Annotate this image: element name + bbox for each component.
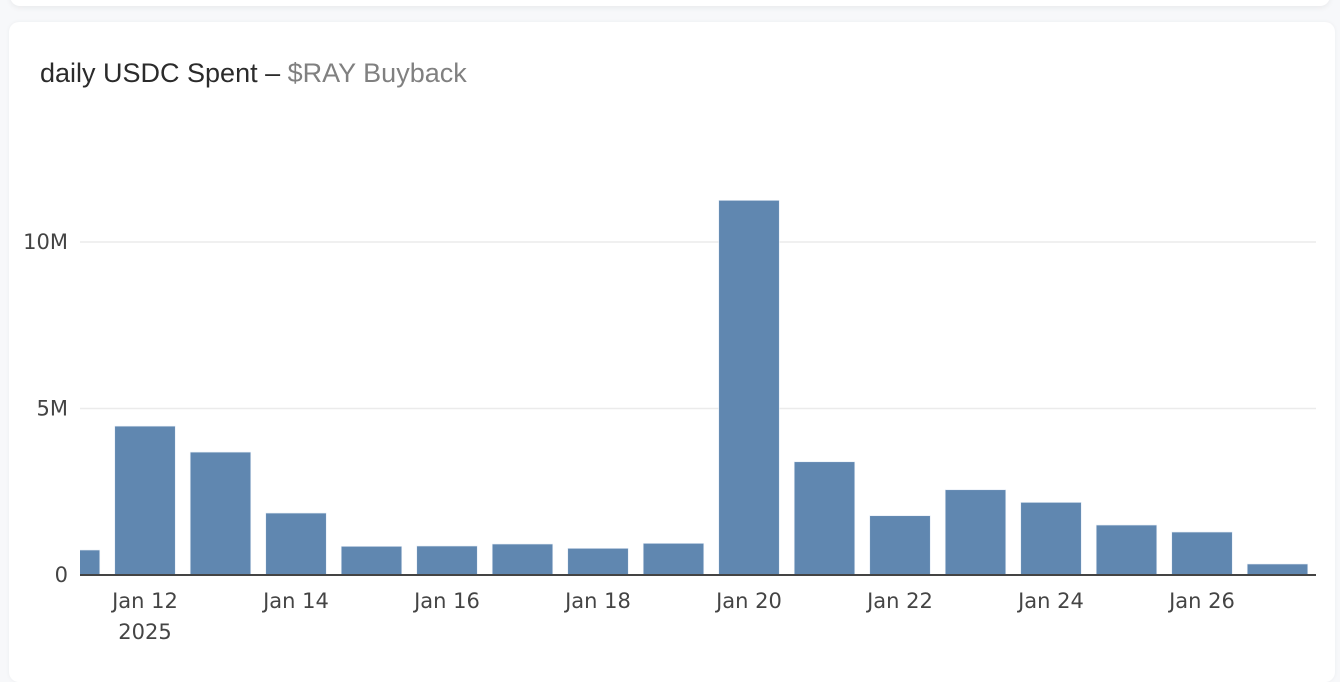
bar-jan-20[interactable] <box>718 200 780 576</box>
bar-jan-17[interactable] <box>491 543 554 576</box>
bar-chart: 0 5M 10M Jan 12 2025 Jan 14 Jan 16 Jan 18 Jan 2… <box>23 200 1316 644</box>
bar-jan-12[interactable] <box>114 425 176 576</box>
y-tick-label: 5M <box>37 397 68 421</box>
x-axis-ticks: Jan 12 2025 Jan 14 Jan 16 Jan 18 Jan 20 Jan 22… <box>110 589 1235 644</box>
previous-card-edge <box>10 0 1330 6</box>
x-tick-label: Jan 22 <box>865 589 933 613</box>
chart-title: daily USDC Spent – $RAY Buyback <box>40 58 467 89</box>
bar-jan-15[interactable] <box>340 546 403 576</box>
bar-jan-14[interactable] <box>265 512 327 576</box>
x-tick-label: Jan 12 <box>110 589 178 613</box>
y-tick-label: 10M <box>23 230 68 254</box>
x-tick-label: Jan 14 <box>261 589 329 613</box>
bar-jan-21[interactable] <box>793 461 856 576</box>
bar-jan-26[interactable] <box>1171 531 1233 576</box>
gridlines <box>80 241 1316 410</box>
bar-jan-25[interactable] <box>1095 524 1158 576</box>
chart-title-main: daily USDC Spent – <box>40 58 288 88</box>
bar-jan-13[interactable] <box>189 451 252 576</box>
x-tick-label: Jan 26 <box>1167 589 1235 613</box>
x-tick-label: Jan 16 <box>412 589 480 613</box>
x-tick-label: Jan 20 <box>714 589 782 613</box>
chart-title-sub: $RAY Buyback <box>287 58 467 88</box>
bar-jan-23[interactable] <box>944 489 1007 576</box>
bar-jan-27[interactable] <box>1246 563 1309 576</box>
bar-jan-11[interactable] <box>39 549 101 576</box>
bar-jan-18[interactable] <box>567 548 629 576</box>
bar-jan-16[interactable] <box>416 545 478 576</box>
y-axis-ticks: 0 5M 10M <box>23 230 68 587</box>
y-tick-label: 0 <box>55 563 68 587</box>
x-tick-label: Jan 18 <box>563 589 631 613</box>
bar-jan-24[interactable] <box>1020 502 1082 576</box>
x-tick-year-label: 2025 <box>118 620 171 644</box>
bar-jan-19[interactable] <box>642 543 705 576</box>
x-tick-label: Jan 24 <box>1016 589 1084 613</box>
bars <box>39 200 1309 576</box>
bar-jan-22[interactable] <box>869 515 931 576</box>
